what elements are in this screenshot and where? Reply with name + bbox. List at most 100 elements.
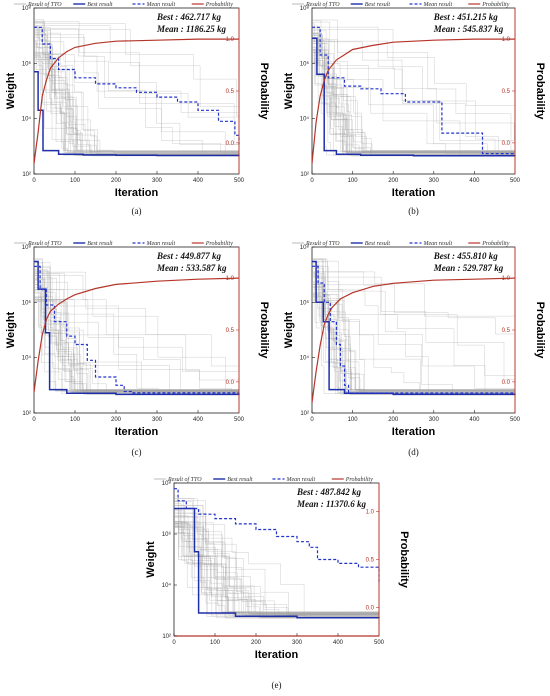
legend-label-prob: Probability xyxy=(481,2,509,8)
panel-a-tto-run xyxy=(34,37,239,155)
legend-label-tto: Result of TTO xyxy=(167,476,202,483)
panel-a-ytick-label: 10⁶ xyxy=(22,60,32,67)
panel-e-tto-run xyxy=(174,500,379,615)
panel-d-ylabel: Weight xyxy=(283,311,295,348)
panel-b-ytick-label: 10⁴ xyxy=(300,116,310,123)
panel-a: 0 100 200 300 400 500 10² 10⁴ 10⁶ 10⁸ 0.0 0.5 1.0 Ite… xyxy=(5,5,270,216)
panel-b-xtick-label: 300 xyxy=(429,178,440,184)
panel-d-y2tick-label: 0.5 xyxy=(502,328,511,334)
panel-c-ytick-label: 10² xyxy=(22,411,31,417)
panel-d-ytick-label: 10⁸ xyxy=(300,244,310,251)
panel-e-caption: (e) xyxy=(272,680,282,690)
panel-b-tto-run xyxy=(312,40,515,155)
panel-c-legend: Result of TTO Best result Mean result Proba… xyxy=(14,240,233,247)
panel-c-ytick-label: 10⁴ xyxy=(22,355,32,362)
panel-b-y2tick-label: 0.0 xyxy=(502,141,511,147)
panel-a-tto-run xyxy=(34,25,239,153)
panel-a-tto-run xyxy=(34,51,239,152)
panel-c-series-best xyxy=(34,260,240,396)
panel-e-tto-run xyxy=(174,508,379,615)
panel-a-tto-run xyxy=(34,57,239,155)
panel-a-ytick-label: 10² xyxy=(22,172,31,178)
panel-e-xtick-label: 300 xyxy=(292,640,303,646)
panel-a-xtick-label: 200 xyxy=(111,178,122,184)
panel-a-best-annotation: Best : 462.717 kg xyxy=(156,12,221,22)
panel-e-tto-run xyxy=(174,517,379,613)
legend-label-mean: Mean result xyxy=(423,2,453,8)
panel-c-tto-run xyxy=(34,266,239,391)
panel-b-ytick-label: 10² xyxy=(300,172,309,178)
panel-d-xtick-label: 100 xyxy=(348,417,359,423)
panel-e-best-annotation: Best : 487.842 kg xyxy=(296,487,361,497)
panel-d-y2label: Probability xyxy=(534,302,546,360)
panel-b-xtick-label: 200 xyxy=(388,178,399,184)
panel-c-ytick-label: 10⁸ xyxy=(22,244,32,251)
panel-e-ytick-label: 10² xyxy=(162,634,171,640)
panel-b: 0 100 200 300 400 500 10² 10⁴ 10⁶ 10⁸ 0.0 0.5 1.0 Ite… xyxy=(283,5,546,216)
panel-e-xtick-label: 200 xyxy=(251,640,262,646)
panel-a-tto-run xyxy=(34,23,240,155)
panel-a-legend: Result of TTO Best result Mean result Proba… xyxy=(14,1,233,8)
panel-c-y2label: Probability xyxy=(258,302,270,360)
panel-e-xlabel: Iteration xyxy=(255,649,299,661)
panel-a-y2tick-label: 1.0 xyxy=(226,37,235,43)
legend-label-mean: Mean result xyxy=(286,477,316,483)
panel-c-xlabel: Iteration xyxy=(115,426,159,438)
legend-label-tto: Result of TTO xyxy=(27,1,62,8)
panel-b-ylabel: Weight xyxy=(283,72,295,109)
panel-d-xlabel: Iteration xyxy=(392,426,436,438)
panel-d-tto-run xyxy=(312,289,515,391)
panel-b-tto-run xyxy=(312,46,515,152)
panel-b-xtick-label: 500 xyxy=(510,178,521,184)
panel-c-xtick-label: 300 xyxy=(152,417,163,423)
panel-a-tto-run xyxy=(34,54,240,156)
panel-c-ylabel: Weight xyxy=(5,311,17,348)
panel-a-xtick-label: 500 xyxy=(234,178,245,184)
panel-b-series-best xyxy=(312,37,516,157)
panel-a-caption: (a) xyxy=(132,206,142,216)
panel-c-tto-run xyxy=(34,275,239,392)
legend-label-prob: Probability xyxy=(345,477,373,483)
panel-b-legend: Result of TTO Best result Mean result Proba… xyxy=(292,1,510,8)
panel-b-xlabel: Iteration xyxy=(392,187,436,199)
panel-d-mean-annotation: Mean : 529.787 kg xyxy=(433,263,504,273)
panel-a-ytick-label: 10⁸ xyxy=(22,5,32,12)
panel-a-series-best xyxy=(34,70,240,157)
panel-b-xtick-label: 0 xyxy=(310,178,314,184)
panel-a-xtick-label: 300 xyxy=(152,178,163,184)
panel-c-tto-run xyxy=(34,299,239,392)
panel-a-y2tick-label: 0.0 xyxy=(226,141,235,147)
panel-c-tto-run xyxy=(34,273,239,392)
panel-d-best-annotation: Best : 455.810 kg xyxy=(433,251,498,261)
panel-a-xtick-label: 400 xyxy=(193,178,204,184)
panel-b-tto-run xyxy=(312,23,515,153)
panel-e-y2tick-label: 0.5 xyxy=(366,558,375,564)
panel-e-xtick-label: 100 xyxy=(210,640,221,646)
panel-d-series-mean xyxy=(312,265,515,394)
legend-label-prob: Probability xyxy=(205,2,233,8)
panel-b-series-probability xyxy=(311,38,515,164)
panel-a-tto-run xyxy=(34,22,239,153)
legend-label-tto: Result of TTO xyxy=(305,240,340,247)
panel-c-mean-annotation: Mean : 533.587 kg xyxy=(156,263,227,273)
panel-c-ytick-label: 10⁶ xyxy=(22,299,32,306)
panel-b-tto-run xyxy=(312,40,516,133)
panel-d-tto-run xyxy=(312,299,516,395)
panel-e-frame xyxy=(173,482,380,637)
panel-a-xtick-label: 0 xyxy=(32,178,36,184)
legend-label-prob: Probability xyxy=(481,241,509,247)
panel-d-ytick-label: 10⁶ xyxy=(300,299,310,306)
panel-d-xtick-label: 300 xyxy=(429,417,440,423)
panel-e-series-mean xyxy=(174,488,380,584)
panel-c-tto-run xyxy=(34,281,239,393)
panel-d-xtick-label: 0 xyxy=(310,417,314,423)
panel-d-caption: (d) xyxy=(408,447,419,457)
panel-d-xtick-label: 400 xyxy=(469,417,480,423)
panel-c-best-annotation: Best : 449.877 kg xyxy=(156,251,221,261)
legend-label-prob: Probability xyxy=(205,241,233,247)
panel-c: 0 100 200 300 400 500 10² 10⁴ 10⁶ 10⁸ 0.0 0.5 1.0 Ite… xyxy=(5,244,270,457)
panel-a-ytick-label: 10⁴ xyxy=(22,116,32,123)
panel-c-xtick-label: 100 xyxy=(70,417,81,423)
panel-d-xtick-label: 200 xyxy=(388,417,399,423)
